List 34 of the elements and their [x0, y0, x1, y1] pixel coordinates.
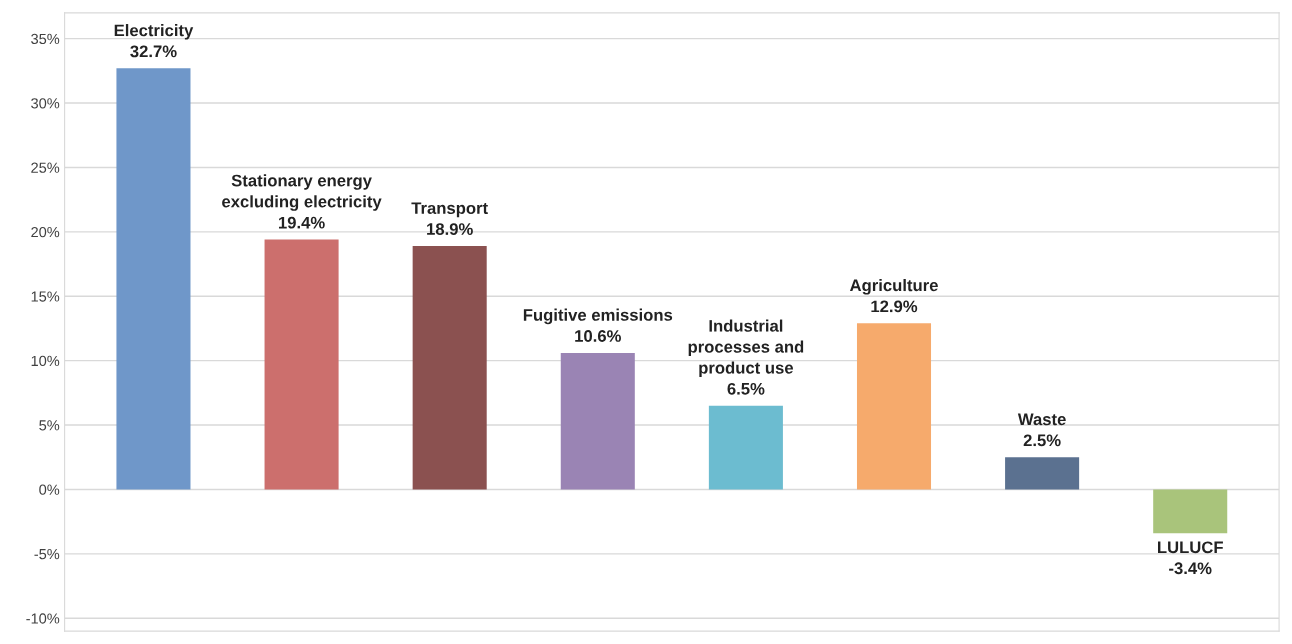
- y-tick-label: 5%: [39, 420, 60, 431]
- bar: [1005, 457, 1080, 490]
- x-tick-label: LULUCF: [1158, 541, 1223, 554]
- data-label: 6.5%: [727, 382, 765, 395]
- x-tick-label: Stationary energy excluding electricity: [222, 174, 382, 211]
- bar: [708, 405, 783, 490]
- bar: [560, 352, 635, 490]
- data-label: 10.6%: [575, 330, 621, 342]
- y-tick-label: -10%: [26, 613, 60, 624]
- x-tick-label: Electricity: [114, 24, 194, 40]
- y-tick-label: 20%: [31, 226, 60, 238]
- y-tick-label: 10%: [31, 355, 60, 367]
- bar: [264, 239, 339, 490]
- y-tick-label: 30%: [31, 98, 60, 109]
- y-tick-label: 35%: [31, 33, 60, 45]
- x-tick-label: Industrial processes and product use: [688, 319, 804, 378]
- data-label: 12.9%: [871, 300, 918, 313]
- data-label: 2.5%: [1023, 434, 1061, 447]
- y-tick-label: 15%: [31, 291, 60, 302]
- y-tick-label: 0%: [39, 484, 60, 495]
- bar: [856, 323, 932, 490]
- x-tick-label: Transport: [411, 202, 488, 218]
- y-tick-label: 25%: [31, 162, 60, 173]
- x-tick-label: Agriculture: [849, 278, 938, 295]
- data-label: 32.7%: [130, 45, 177, 58]
- x-tick-label: Waste: [1017, 413, 1066, 426]
- y-tick-label: -5%: [34, 549, 60, 560]
- data-label: 18.9%: [427, 223, 473, 235]
- x-tick-label: Fugitive emissions: [523, 308, 673, 325]
- data-label: 19.4%: [278, 216, 325, 229]
- data-label: -3.4%: [1169, 562, 1212, 575]
- bar: [1153, 489, 1228, 534]
- bar: [412, 246, 487, 490]
- bar: [116, 68, 191, 490]
